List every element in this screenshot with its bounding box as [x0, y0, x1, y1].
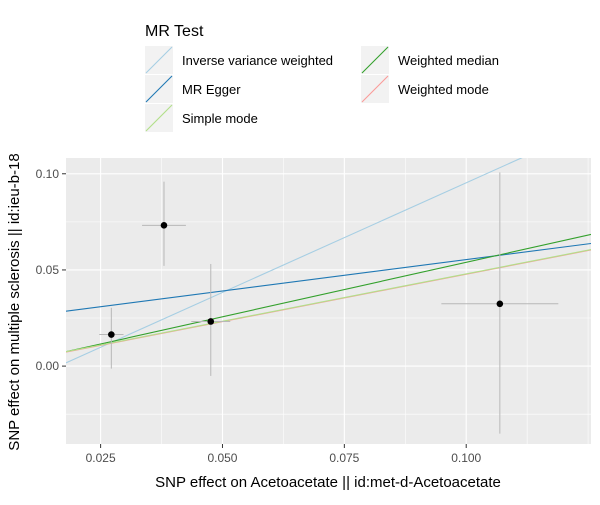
- grid: [66, 158, 591, 444]
- x-tick-label: 0.100: [451, 451, 481, 465]
- regression-line: [66, 158, 523, 364]
- regression-line: [66, 233, 591, 353]
- legend-label: Simple mode: [182, 111, 258, 126]
- y-tick-label: 0.05: [36, 263, 60, 277]
- x-tick-label: 0.075: [329, 451, 359, 465]
- legend-label: Inverse variance weighted: [182, 53, 333, 68]
- legend-key-line: [145, 104, 173, 132]
- data-point: [108, 331, 115, 338]
- legend-key-line: [361, 46, 389, 74]
- y-axis-title: SNP effect on multiple sclerosis || id:i…: [6, 153, 23, 450]
- y-tick-label: 0.10: [36, 167, 60, 181]
- x-axis-title: SNP effect on Acetoacetate || id:met-d-A…: [155, 474, 501, 491]
- legend-entry: Weighted median: [361, 46, 499, 74]
- regression-line: [66, 242, 591, 312]
- x-tick-label: 0.025: [86, 451, 116, 465]
- data-point: [496, 300, 504, 308]
- legend-title: MR Test: [145, 23, 204, 40]
- legend: MR Test Inverse variance weighted Weighted…: [145, 23, 499, 132]
- regression-line: [66, 249, 591, 353]
- legend-entry: Weighted mode: [361, 75, 489, 103]
- data-points: [108, 222, 504, 338]
- legend-label: Weighted median: [398, 53, 499, 68]
- y-tick-label: 0.00: [36, 359, 60, 373]
- data-point: [207, 318, 215, 325]
- legend-key-line: [361, 75, 389, 103]
- x-tick-label: 0.050: [207, 451, 237, 465]
- data-point: [160, 222, 168, 229]
- legend-key-line: [145, 75, 173, 103]
- legend-entry: Inverse variance weighted: [145, 46, 333, 74]
- legend-entry: Simple mode: [145, 104, 258, 132]
- legend-entry: MR Egger: [145, 75, 241, 103]
- legend-label: MR Egger: [182, 82, 241, 97]
- regression-lines: [66, 158, 591, 364]
- axes: 0.025 0.050 0.075 0.100 0.00 0.05 0.10: [36, 167, 482, 465]
- legend-label: Weighted mode: [398, 82, 489, 97]
- legend-key-line: [145, 46, 173, 74]
